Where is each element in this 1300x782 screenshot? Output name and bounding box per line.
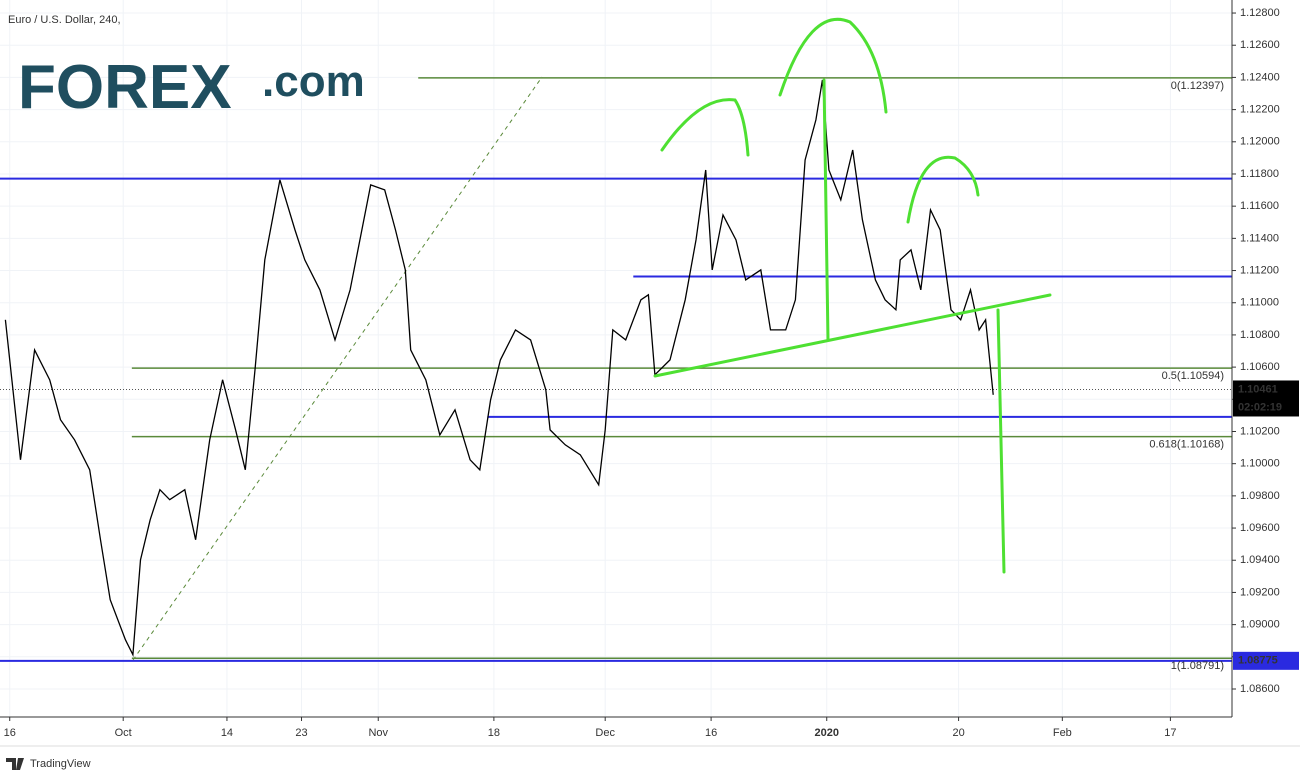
logo-brand: FOREX [18, 53, 232, 122]
left-shoulder [660, 98, 750, 157]
y-tick-label: 1.09200 [1240, 586, 1280, 598]
y-tick-label: 1.09800 [1240, 490, 1280, 502]
x-tick-label: Dec [595, 727, 615, 739]
neckline [653, 293, 1052, 378]
y-tick-label: 1.09400 [1240, 554, 1280, 566]
y-tick-label: 1.12400 [1240, 71, 1280, 83]
y-tick-label: 1.10200 [1240, 425, 1280, 437]
y-tick-label: 1.11800 [1240, 168, 1279, 180]
y-tick-label: 1.10600 [1240, 361, 1280, 373]
grid [0, 0, 1232, 717]
y-tick-label: 1.11200 [1240, 264, 1279, 276]
x-tick-label: 16 [4, 727, 16, 739]
x-tick-label: 2020 [814, 727, 838, 739]
logo-suffix: .com [262, 57, 365, 106]
levels: 0(1.12397) 0.5(1.10594) 0.618(1.10168) 1(1.… [0, 77, 1232, 672]
axis-labels: 1.12800 1.12600 1.12400 1.12200 1.12000 1.118… [4, 7, 1299, 739]
y-tick-label: 1.12600 [1240, 39, 1280, 51]
y-tick-label: 1.11000 [1240, 297, 1279, 309]
trendline [132, 76, 543, 661]
last-price-label: 1.10461 [1238, 383, 1278, 395]
price [4, 79, 994, 658]
x-tick-label: 14 [221, 727, 233, 739]
y-tick-label: 1.12200 [1240, 104, 1280, 116]
price-line [4, 79, 994, 658]
fib-label: 1(1.08791) [1171, 660, 1224, 672]
annotations [653, 17, 1052, 574]
x-tick-label: 23 [295, 727, 307, 739]
tv-icon [6, 758, 24, 770]
support-box [1233, 651, 1299, 670]
x-tick-label: 18 [488, 727, 500, 739]
y-tick-label: 1.12800 [1240, 7, 1280, 19]
fib-label: 0.5(1.10594) [1162, 370, 1224, 382]
head [778, 17, 888, 114]
x-tick-label: 16 [705, 727, 717, 739]
y-tick-label: 1.09000 [1240, 619, 1280, 631]
x-tick-label: Oct [115, 727, 132, 739]
fib-label: 0.618(1.10168) [1149, 439, 1224, 451]
y-tick-label: 1.11400 [1240, 232, 1279, 244]
last-price-box [1233, 380, 1299, 417]
x-tick-label: Nov [368, 727, 388, 739]
x-tick-label: 17 [1164, 727, 1176, 739]
x-tick-label: 20 [952, 727, 964, 739]
x-tick-label: Feb [1053, 727, 1072, 739]
right-shoulder [906, 155, 980, 224]
fib-label: 0(1.12397) [1171, 80, 1224, 92]
head-height [822, 78, 830, 342]
countdown: 02:02:19 [1238, 401, 1282, 413]
y-tick-label: 1.10800 [1240, 329, 1280, 341]
y-tick-label: 1.12000 [1240, 136, 1280, 148]
chart-title: Euro / U.S. Dollar, 240, [8, 14, 121, 26]
footer: TradingView [30, 758, 91, 770]
y-tick-label: 1.08600 [1240, 683, 1280, 695]
support-label: 1.08775 [1238, 655, 1278, 667]
y-tick-label: 1.09600 [1240, 522, 1280, 534]
y-tick-label: 1.11600 [1240, 200, 1279, 212]
y-tick-label: 1.10000 [1240, 458, 1280, 470]
target [996, 308, 1006, 574]
